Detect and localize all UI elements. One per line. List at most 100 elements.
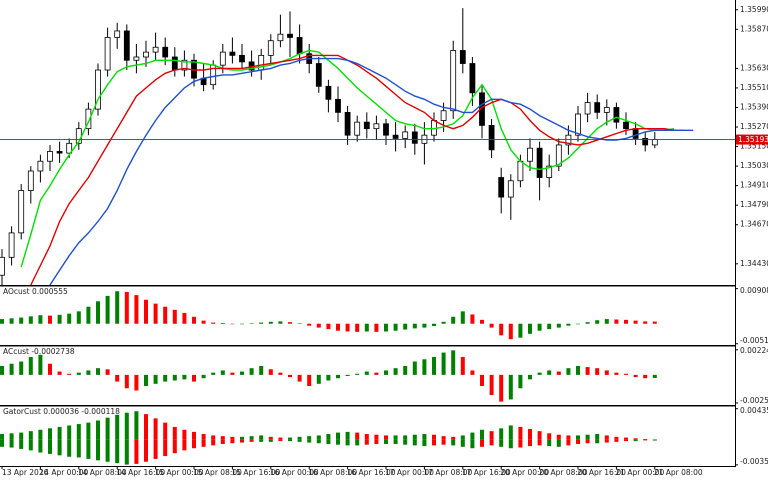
gator-bar <box>595 434 600 440</box>
gator-bar <box>76 439 81 458</box>
y-tick-label: 1.35630 <box>740 63 768 72</box>
gator-bar <box>124 412 129 440</box>
histogram-bar <box>364 371 369 375</box>
gator-bar <box>441 439 446 445</box>
histogram-bar <box>163 374 168 382</box>
gator-bar <box>451 436 456 440</box>
candle-body <box>296 37 303 55</box>
histogram-bar <box>288 322 292 324</box>
histogram-bar <box>192 374 196 382</box>
x-tick-label: 15 Apr 08:00 <box>193 468 242 477</box>
histogram-bar <box>412 323 417 329</box>
gator-bar <box>57 439 62 456</box>
candle-body <box>0 256 5 276</box>
gator-bar <box>499 428 504 440</box>
candle-body <box>469 63 476 94</box>
candle-body <box>85 108 92 130</box>
histogram-bar <box>499 374 504 402</box>
gator-bar <box>211 439 216 446</box>
x-tick-label: 17 Apr 16:00 <box>462 468 511 477</box>
candle-body <box>277 33 284 42</box>
gator-bar <box>0 439 4 447</box>
histogram-bar <box>585 322 590 324</box>
candle-body <box>95 69 101 110</box>
histogram-bar <box>144 374 148 387</box>
y-tick-label: 0.009080 <box>740 286 768 295</box>
gator-bar <box>393 439 398 444</box>
histogram-bar <box>403 323 408 330</box>
histogram-bar <box>518 374 523 389</box>
gator-bar <box>604 439 609 443</box>
gator-bar <box>412 439 417 446</box>
candle-body <box>603 107 610 113</box>
candle-body <box>143 51 149 58</box>
candle-body <box>546 165 553 178</box>
candle-body <box>536 147 543 178</box>
histogram-bar <box>441 352 446 375</box>
gator-bar <box>19 432 24 440</box>
histogram-bar <box>508 323 513 340</box>
gator-bar <box>336 439 340 445</box>
gator-bar <box>307 436 312 440</box>
gator-bar <box>355 432 360 440</box>
histogram-bar <box>384 323 388 332</box>
histogram-bar <box>86 370 91 375</box>
histogram-bar <box>124 374 129 389</box>
gator-bar <box>393 435 398 440</box>
x-tick-label: 20 Apr 16:00 <box>577 468 626 477</box>
gator-bar <box>374 434 379 440</box>
gator-bar <box>163 422 168 440</box>
panel <box>0 411 657 465</box>
gator-bar <box>28 431 33 440</box>
gator-bar <box>528 439 532 447</box>
histogram-bar <box>67 373 72 375</box>
histogram-bar <box>240 371 244 375</box>
histogram-bar <box>316 374 321 384</box>
candle-body <box>18 190 25 234</box>
candle-body <box>450 50 457 112</box>
gator-bar <box>499 439 504 447</box>
x-tick-label: 17 Apr 08:00 <box>423 468 472 477</box>
histogram-bar <box>115 374 120 382</box>
candle-body <box>498 177 505 198</box>
gator-bar <box>585 434 590 440</box>
gator-bar <box>384 439 388 444</box>
gator-bar <box>432 439 436 446</box>
panel <box>0 291 657 340</box>
indicator-title: ACcust -0.0002738 <box>3 347 75 356</box>
histogram-bar <box>508 374 513 400</box>
histogram-bar <box>326 323 331 330</box>
histogram-bar <box>240 323 244 325</box>
histogram-bar <box>182 312 187 324</box>
moving-average-line <box>20 49 675 268</box>
histogram-bar <box>355 323 360 332</box>
x-tick-label: 21 Apr 00:00 <box>615 468 664 477</box>
candle-body <box>383 123 389 136</box>
gator-bar <box>384 435 388 440</box>
histogram-bar <box>604 319 609 324</box>
gator-bar <box>374 439 379 444</box>
gator-bar <box>192 431 196 440</box>
gator-bar <box>230 436 235 440</box>
gator-bar <box>480 439 484 447</box>
histogram-bar <box>96 368 100 375</box>
histogram-bar <box>547 370 552 375</box>
gator-bar <box>489 439 494 446</box>
x-tick-label: 13 Apr 2026 <box>2 468 49 477</box>
candle-body <box>555 144 562 167</box>
gator-bar <box>19 439 24 449</box>
histogram-bar <box>528 323 532 334</box>
histogram-bar <box>422 359 427 375</box>
moving-average-line <box>30 54 684 285</box>
gator-bar <box>38 439 43 453</box>
y-tick-label: 1.35990 <box>740 5 768 14</box>
indicator-title: GatorCust 0.000036 -0.000118 <box>3 407 120 416</box>
gator-bar <box>432 434 436 440</box>
candle-body <box>584 102 591 115</box>
candle-body <box>325 85 332 100</box>
histogram-bar <box>470 314 475 324</box>
candle-body <box>114 30 121 38</box>
gator-bar <box>86 439 91 459</box>
histogram-bar <box>614 372 619 375</box>
candle-body <box>527 147 533 162</box>
